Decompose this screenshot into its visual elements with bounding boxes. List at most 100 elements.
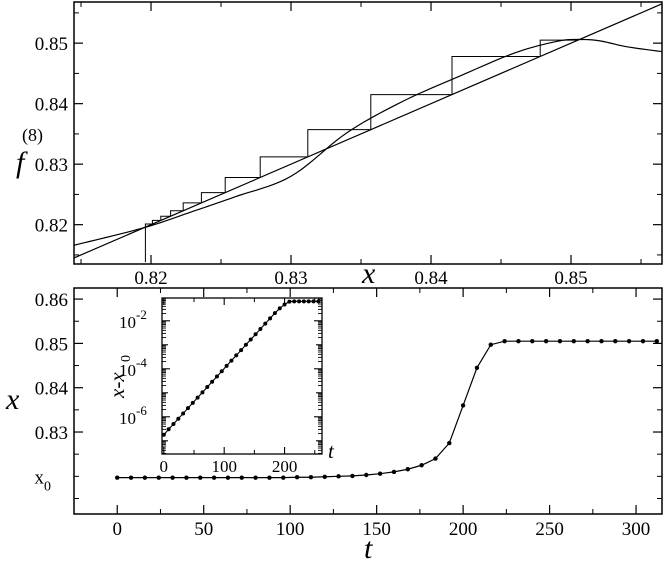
bottom-data-point bbox=[460, 403, 466, 408]
bottom-data-point bbox=[294, 475, 300, 480]
bottom-x0-tick-label: x bbox=[35, 468, 45, 489]
bottom-x-tick-label: 100 bbox=[276, 519, 305, 540]
bottom-data-point bbox=[198, 475, 203, 480]
inset-y-axis-label-text: x-x bbox=[105, 372, 129, 399]
inset-data-point bbox=[195, 395, 200, 400]
bottom-data-point bbox=[419, 463, 424, 468]
bottom-x-tick-label: 300 bbox=[622, 519, 651, 540]
bottom-data-point bbox=[156, 475, 161, 480]
bottom-data-point bbox=[447, 440, 452, 446]
inset-background bbox=[162, 298, 322, 454]
bottom-data-point bbox=[405, 467, 410, 472]
inset-data-point bbox=[234, 353, 239, 358]
top-y-tick-label: 0.85 bbox=[35, 34, 68, 55]
bottom-data-point bbox=[336, 474, 341, 479]
inset-panel: 0 100 200 10-610-410-2 x-x 0 t bbox=[105, 297, 335, 476]
bottom-data-point bbox=[364, 472, 369, 478]
bottom-data-point bbox=[253, 475, 258, 480]
bottom-data-point bbox=[267, 475, 272, 480]
bottom-y-axis-label: x bbox=[5, 383, 20, 416]
top-diagonal-line bbox=[74, 3, 662, 259]
bottom-data-point bbox=[502, 338, 507, 344]
top-y-tick-label: 0.84 bbox=[35, 95, 69, 116]
top-x-tick-label: 0.84 bbox=[414, 268, 448, 289]
bottom-data-point bbox=[585, 338, 590, 344]
inset-plot-area bbox=[162, 299, 321, 437]
bottom-x0-tick-subscript: 0 bbox=[44, 480, 51, 495]
top-x-axis-label: x bbox=[361, 257, 376, 290]
top-x-ticks: 0.82 0.83 0.84 0.85 bbox=[80, 2, 642, 289]
inset-data-point bbox=[258, 326, 263, 331]
inset-y-ticks: 10-610-410-2 bbox=[119, 298, 322, 454]
bottom-data-point bbox=[377, 471, 383, 476]
inset-data-point bbox=[239, 348, 244, 353]
inset-series-points bbox=[162, 299, 321, 437]
bottom-data-point bbox=[613, 338, 618, 344]
bottom-data-point bbox=[281, 475, 286, 480]
inset-y-tick-exponent: -6 bbox=[136, 403, 147, 418]
bottom-x-tick-label: 0 bbox=[112, 519, 122, 540]
inset-data-point bbox=[268, 316, 273, 321]
inset-data-point bbox=[219, 369, 224, 374]
bottom-x-tick-label: 250 bbox=[535, 519, 564, 540]
bottom-data-point bbox=[322, 474, 327, 479]
bottom-frame bbox=[73, 287, 663, 515]
bottom-data-point bbox=[391, 469, 397, 475]
inset-data-point bbox=[166, 427, 171, 432]
bottom-data-point bbox=[640, 338, 646, 344]
inset-data-point bbox=[297, 299, 302, 304]
bottom-plot-area bbox=[115, 338, 660, 480]
bottom-data-point bbox=[433, 456, 438, 461]
top-cobweb bbox=[144, 38, 579, 263]
top-x-tick-label: 0.83 bbox=[274, 268, 307, 289]
bottom-x-tick-label: 50 bbox=[194, 519, 213, 540]
bottom-x-tick-label: 200 bbox=[449, 519, 478, 540]
bottom-y-tick-label: 0.86 bbox=[35, 290, 68, 311]
bottom-data-point bbox=[474, 365, 480, 370]
inset-data-point bbox=[248, 337, 253, 342]
bottom-series-line bbox=[117, 340, 657, 479]
inset-data-point bbox=[306, 299, 311, 304]
inset-data-point bbox=[229, 358, 234, 363]
top-plot-area bbox=[74, 3, 662, 263]
inset-data-point bbox=[301, 299, 306, 304]
bottom-y-ticks: 0.830.840.850.86x 0 bbox=[35, 290, 662, 499]
top-panel: 0.82 0.83 0.84 0.85 0.820.830.840.85 f (8) … bbox=[16, 1, 663, 290]
inset-y-tick-label: 10 bbox=[119, 409, 136, 428]
inset-y-axis-label-subscript: 0 bbox=[119, 355, 134, 362]
bottom-data-point bbox=[184, 475, 189, 480]
inset-x-tick-label: 0 bbox=[160, 457, 169, 476]
bottom-data-point bbox=[626, 338, 632, 344]
bottom-y-tick-label: 0.83 bbox=[35, 423, 68, 444]
inset-y-tick-label: 10 bbox=[119, 313, 136, 332]
top-y-axis-label-superscript: (8) bbox=[22, 125, 43, 146]
inset-data-point bbox=[210, 379, 215, 384]
bottom-data-point bbox=[170, 475, 175, 480]
bottom-x-ticks: 0 50 100 150 200 250 300 bbox=[73, 288, 651, 540]
inset-y-tick-label: 10 bbox=[119, 361, 136, 380]
inset-data-point bbox=[171, 422, 176, 426]
bottom-x-tick-label: 150 bbox=[362, 519, 391, 540]
inset-data-point bbox=[253, 332, 258, 337]
bottom-data-point bbox=[654, 338, 660, 344]
bottom-data-point bbox=[142, 475, 148, 480]
bottom-y-tick-label: 0.84 bbox=[35, 379, 69, 400]
inset-x-ticks: 0 100 200 bbox=[160, 298, 316, 476]
inset-y-axis-label: x-x 0 bbox=[105, 355, 134, 399]
inset-y-tick-exponent: -2 bbox=[136, 307, 147, 322]
inset-y-tick-exponent: -4 bbox=[136, 355, 147, 370]
bottom-y-tick-label: 0.85 bbox=[35, 334, 68, 355]
bottom-series-points bbox=[115, 338, 660, 480]
inset-data-point bbox=[181, 411, 186, 416]
inset-data-point bbox=[214, 374, 219, 379]
bottom-data-point bbox=[599, 338, 604, 344]
bottom-data-point bbox=[128, 475, 134, 480]
top-x-tick-label: 0.85 bbox=[554, 268, 587, 289]
bottom-data-point bbox=[239, 475, 244, 480]
top-map-curve bbox=[74, 38, 662, 246]
inset-x-tick-label: 200 bbox=[272, 457, 298, 476]
bottom-data-point bbox=[115, 475, 120, 480]
inset-data-point bbox=[224, 363, 229, 368]
bottom-data-point bbox=[225, 475, 231, 480]
bottom-data-point bbox=[543, 338, 549, 344]
